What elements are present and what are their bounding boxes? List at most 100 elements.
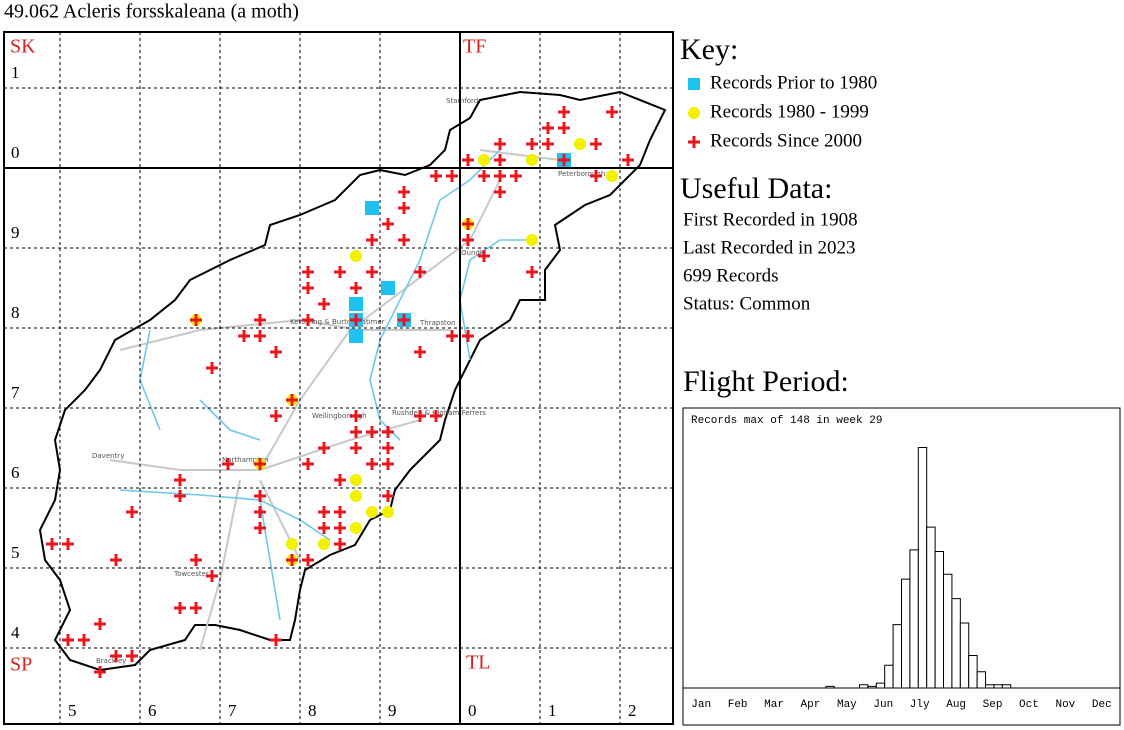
record-cross — [190, 314, 202, 326]
record-circle — [382, 506, 394, 518]
record-layer — [349, 153, 571, 343]
record-cross — [46, 538, 58, 550]
record-cross — [478, 250, 490, 262]
record-cross — [174, 474, 186, 486]
record-cross — [494, 170, 506, 182]
record-cross — [318, 298, 330, 310]
record-cross — [382, 442, 394, 454]
northing-label: 8 — [11, 303, 20, 322]
record-cross — [414, 410, 426, 422]
record-cross — [398, 186, 410, 198]
map: Stamford Peterborough Oundle Kettering &… — [3, 31, 674, 725]
northing-label: 6 — [11, 463, 20, 482]
record-cross — [398, 234, 410, 246]
record-cross — [478, 170, 490, 182]
record-cross — [350, 282, 362, 294]
month-label: Aug — [946, 699, 966, 711]
record-cross — [334, 506, 346, 518]
record-cross — [174, 490, 186, 502]
key-marker — [688, 107, 700, 119]
record-cross — [334, 266, 346, 278]
record-cross — [318, 522, 330, 534]
easting-label: 0 — [468, 701, 477, 720]
grid-square-label: TF — [463, 36, 486, 58]
bar — [917, 447, 928, 689]
record-circle — [350, 250, 362, 262]
easting-label: 1 — [548, 701, 557, 720]
record-cross — [462, 330, 474, 342]
record-cross — [590, 170, 602, 182]
record-cross — [302, 282, 314, 294]
record-cross — [462, 218, 474, 230]
record-cross — [190, 602, 202, 614]
key-marker — [688, 136, 700, 148]
record-cross — [382, 218, 394, 230]
record-cross — [110, 554, 122, 566]
record-circle — [350, 490, 362, 502]
record-cross — [302, 266, 314, 278]
record-cross — [254, 490, 266, 502]
bar — [968, 655, 978, 689]
town-label: Wellingborough — [312, 412, 367, 420]
record-cross — [462, 154, 474, 166]
record-cross — [430, 410, 442, 422]
record-circle — [350, 522, 362, 534]
record-cross — [462, 234, 474, 246]
record-cross — [382, 426, 394, 438]
bar — [901, 578, 911, 689]
grid-square-label: SK — [10, 36, 36, 58]
record-circle — [574, 138, 586, 150]
record-cross — [302, 554, 314, 566]
bar — [884, 664, 894, 689]
record-cross — [286, 554, 298, 566]
record-circle — [526, 234, 538, 246]
record-cross — [238, 330, 250, 342]
bar — [934, 551, 945, 689]
easting-label: 6 — [148, 701, 157, 720]
month-label: Mar — [764, 699, 784, 711]
record-cross — [62, 538, 74, 550]
record-cross — [350, 426, 362, 438]
grid-square-label: SP — [10, 654, 32, 676]
record-cross — [286, 394, 298, 406]
northing-label: 4 — [11, 623, 20, 642]
record-cross — [494, 186, 506, 198]
record-cross — [270, 410, 282, 422]
record-cross — [414, 266, 426, 278]
record-cross — [302, 314, 314, 326]
month-label: May — [837, 699, 857, 711]
flight-chart: Records max of 148 in week 29 Jan Feb Mar Ap… — [682, 407, 1121, 726]
bar — [892, 624, 902, 689]
record-circle — [318, 538, 330, 550]
record-cross — [190, 554, 202, 566]
record-cross — [350, 314, 362, 326]
northing-label: 0 — [11, 143, 20, 162]
record-cross — [110, 650, 122, 662]
record-square — [381, 281, 395, 295]
key-marker — [688, 78, 700, 90]
key-label: Records Since 2000 — [710, 130, 862, 151]
month-label: Dec — [1092, 699, 1112, 711]
record-square — [365, 201, 379, 215]
record-cross — [622, 154, 634, 166]
record-cross — [318, 506, 330, 518]
record-cross — [302, 458, 314, 470]
record-cross — [254, 314, 266, 326]
bar — [943, 573, 953, 689]
bar — [951, 598, 961, 689]
record-circle — [526, 154, 538, 166]
grid-square-label: TL — [466, 652, 490, 674]
town-label: Northampton — [222, 456, 269, 464]
town-label: Brackley — [96, 657, 126, 665]
record-cross — [558, 154, 570, 166]
record-cross — [526, 138, 538, 150]
record-cross — [174, 602, 186, 614]
month-label: Feb — [728, 699, 748, 711]
record-square — [349, 329, 363, 343]
month-label: Jly — [910, 699, 930, 711]
record-cross — [382, 490, 394, 502]
month-label: Nov — [1055, 699, 1075, 711]
record-cross — [446, 170, 458, 182]
bar — [909, 549, 919, 689]
